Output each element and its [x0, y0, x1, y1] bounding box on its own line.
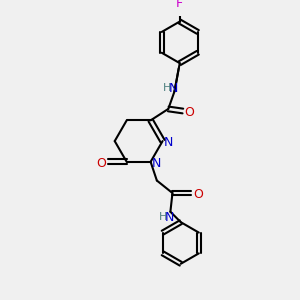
- Text: O: O: [96, 157, 106, 170]
- Text: O: O: [184, 106, 194, 119]
- Text: H: H: [159, 212, 167, 221]
- Text: N: N: [165, 211, 174, 224]
- Text: F: F: [176, 0, 183, 11]
- Text: H: H: [163, 82, 171, 92]
- Text: N: N: [152, 157, 161, 170]
- Text: N: N: [169, 82, 178, 94]
- Text: N: N: [164, 136, 173, 149]
- Text: O: O: [193, 188, 203, 201]
